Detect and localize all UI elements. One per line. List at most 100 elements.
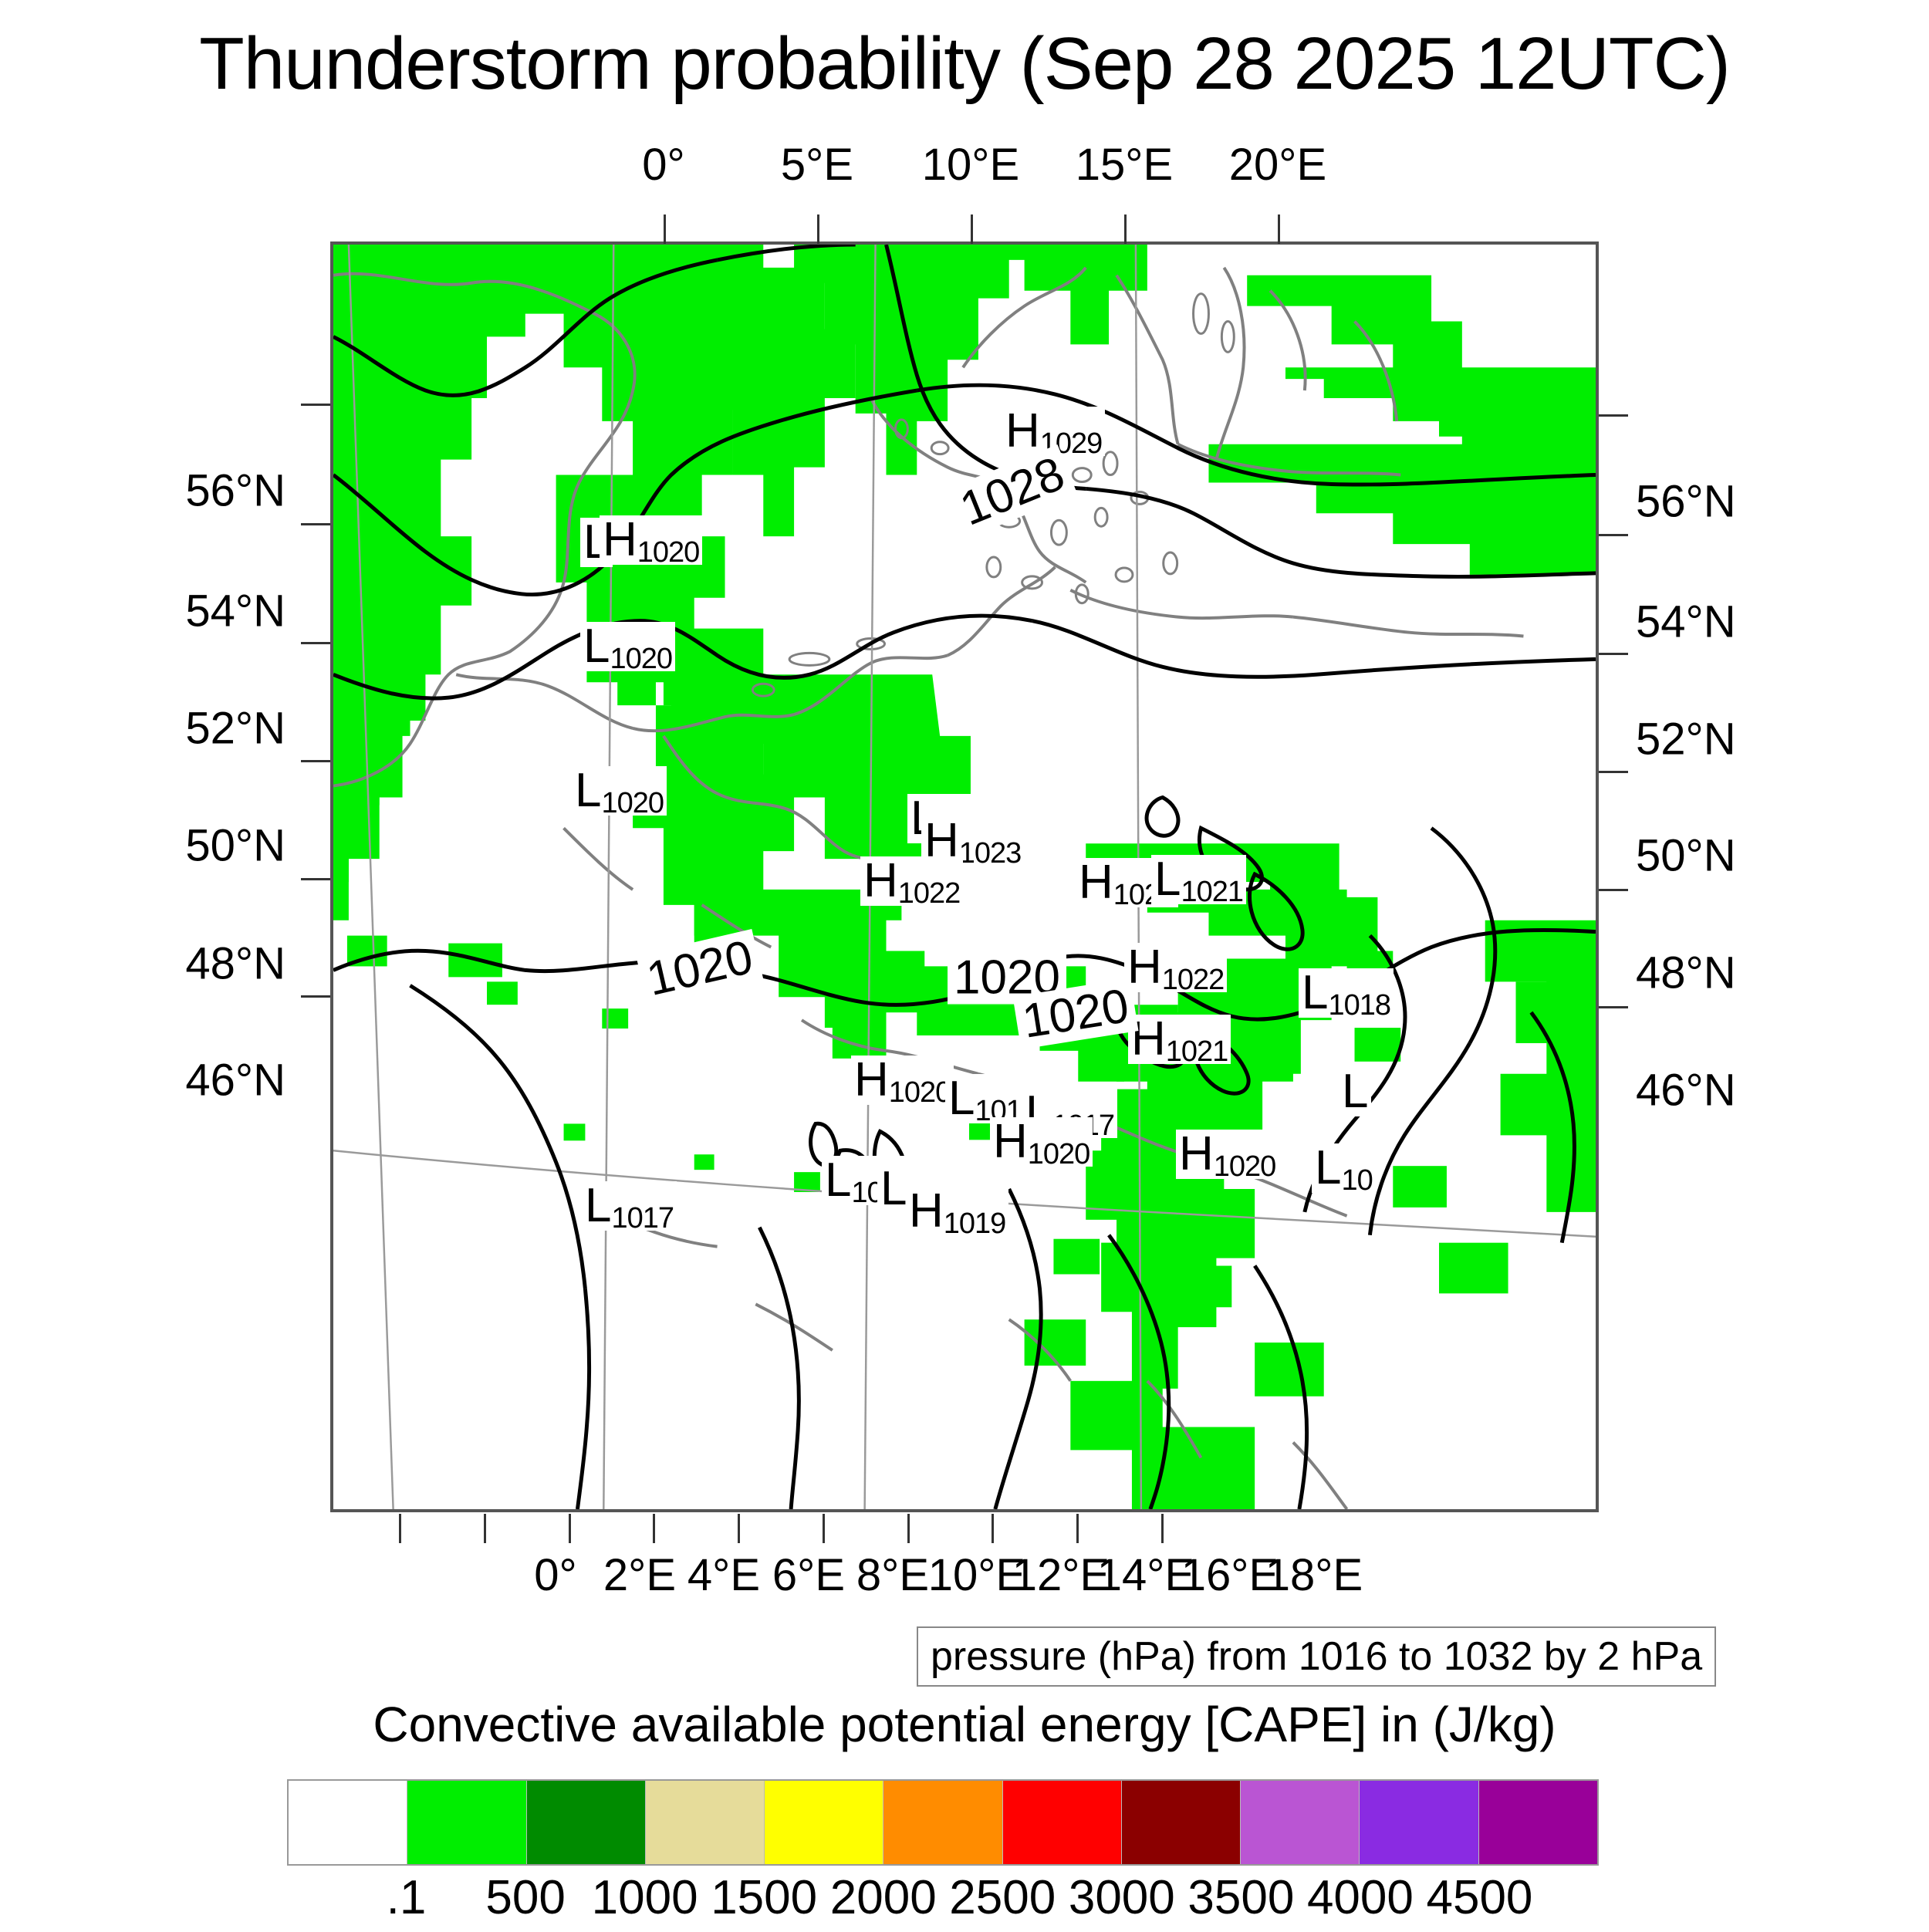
pressure-center-value: 1020	[610, 643, 673, 675]
tick-top	[971, 214, 973, 244]
colorbar-tick-label: 1500	[711, 1871, 818, 1924]
colorbar-tick-label: 500	[485, 1871, 566, 1924]
map-layers	[333, 245, 1596, 1509]
tick-top	[1124, 214, 1127, 244]
tick-bottom	[653, 1514, 655, 1543]
pressure-center-type: H	[993, 1115, 1028, 1168]
colorbar-swatch[interactable]	[1360, 1781, 1479, 1864]
lon-label-top: 10°E	[921, 140, 1020, 190]
pressure-center-type: L	[1342, 1065, 1369, 1118]
colorbar-tick-label: 3000	[1068, 1871, 1175, 1924]
tick-bottom	[738, 1514, 740, 1543]
pressure-center-l: L10	[1312, 1141, 1376, 1195]
colorbar-tick-label: 2500	[949, 1871, 1056, 1924]
colorbar-swatch[interactable]	[645, 1781, 765, 1864]
colorbar-tick-label: 2000	[829, 1871, 937, 1924]
pressure-center-type: H	[1079, 856, 1113, 909]
pressure-center-l: L	[1339, 1065, 1372, 1118]
pressure-center-type: L	[575, 764, 602, 817]
pressure-center-value: 1018	[1328, 989, 1391, 1022]
tick-right	[1599, 771, 1628, 773]
graticule-layer	[333, 245, 1596, 1509]
isobar-layer	[333, 245, 1596, 1509]
colorbar-tick-label: 4500	[1426, 1871, 1533, 1924]
pressure-center-type: H	[603, 513, 637, 566]
page-title: Thunderstorm probability (Sep 28 2025 12…	[199, 22, 1731, 105]
pressure-center-value: 1020	[601, 787, 664, 819]
pressure-center-value: 1019	[943, 1208, 1007, 1240]
lat-label-right: 52°N	[1636, 714, 1736, 765]
colorbar-swatch[interactable]	[1241, 1781, 1360, 1864]
pressure-center-value: 1022	[1161, 964, 1225, 996]
pressure-center-h: H1020	[851, 1056, 954, 1107]
tick-bottom	[484, 1514, 486, 1543]
tick-left	[301, 642, 330, 644]
tick-left	[301, 878, 330, 880]
pressure-center-type: H	[1005, 404, 1040, 458]
pressure-center-value: 1021	[1165, 1035, 1229, 1068]
colorbar-swatch[interactable]	[765, 1781, 884, 1864]
colorbar-swatch[interactable]	[407, 1781, 527, 1864]
pressure-center-l: L1020	[572, 764, 667, 819]
pressure-center-type: H	[863, 854, 898, 907]
lat-label-right: 46°N	[1636, 1065, 1736, 1116]
lon-label-top: 5°E	[780, 140, 854, 190]
pressure-center-l: L1018	[1299, 966, 1394, 1020]
lon-label-bottom: 8°E	[856, 1550, 930, 1600]
lon-label-top: 20°E	[1228, 140, 1327, 190]
pressure-center-type: H	[909, 1184, 944, 1238]
pressure-center-type: L	[583, 620, 610, 673]
lon-label-bottom: 0°	[534, 1550, 577, 1600]
tick-bottom	[569, 1514, 571, 1543]
tick-right	[1599, 889, 1628, 891]
lon-label-top: 0°	[642, 140, 685, 190]
weather-map[interactable]	[330, 242, 1599, 1512]
tick-top	[664, 214, 666, 244]
pressure-center-l: L1017	[582, 1181, 677, 1233]
lon-label-bottom: 6°E	[772, 1550, 846, 1600]
colorbar-swatch[interactable]	[1478, 1781, 1597, 1864]
pressure-center-type: L	[825, 1153, 852, 1207]
tick-bottom	[1076, 1514, 1079, 1543]
pressure-legend: pressure (hPa) from 1016 to 1032 by 2 hP…	[917, 1626, 1717, 1687]
tick-bottom	[399, 1514, 401, 1543]
pressure-center-value: 1020	[888, 1076, 952, 1109]
lon-label-bottom: 10°E	[927, 1550, 1026, 1600]
tick-left	[301, 760, 330, 762]
colorbar-swatch[interactable]	[883, 1781, 1003, 1864]
lon-label-bottom: 14°E	[1096, 1550, 1195, 1600]
colorbar-swatch[interactable]	[1002, 1781, 1122, 1864]
lon-label-top: 15°E	[1075, 140, 1174, 190]
lat-label-right: 48°N	[1636, 947, 1736, 998]
tick-top	[1278, 214, 1280, 244]
pressure-center-h: H1020	[990, 1115, 1093, 1169]
lon-label-bottom: 16°E	[1181, 1550, 1279, 1600]
pressure-center-type: H	[1127, 941, 1162, 994]
pressure-center-type: L	[948, 1072, 975, 1125]
pressure-center-type: L	[1302, 966, 1329, 1019]
colorbar[interactable]	[287, 1779, 1599, 1866]
pressure-center-value: 1020	[1213, 1150, 1277, 1183]
colorbar-tick-label: .1	[386, 1871, 427, 1924]
lat-label-right: 50°N	[1636, 830, 1736, 881]
pressure-center-type: H	[1179, 1127, 1214, 1180]
lat-label-left: 54°N	[185, 586, 285, 637]
colorbar-swatch[interactable]	[1121, 1781, 1242, 1864]
colorbar-title: Convective available potential energy [C…	[373, 1697, 1556, 1752]
tick-left	[301, 523, 330, 525]
colorbar-swatch[interactable]	[526, 1781, 646, 1864]
tick-right	[1599, 653, 1628, 655]
lat-label-left: 46°N	[185, 1055, 285, 1106]
colorbar-tick-label: 4000	[1306, 1871, 1414, 1924]
lat-label-left: 52°N	[185, 703, 285, 754]
pressure-center-type: L	[1315, 1141, 1342, 1194]
tick-left	[301, 995, 330, 998]
colorbar-swatch[interactable]	[289, 1781, 408, 1864]
lat-label-right: 54°N	[1636, 596, 1736, 647]
lon-label-bottom: 12°E	[1012, 1550, 1110, 1600]
pressure-center-value: 10	[1341, 1164, 1373, 1197]
pressure-center-value: 1022	[897, 877, 961, 910]
tick-right	[1599, 1006, 1628, 1008]
pressure-center-value: 1020	[637, 536, 701, 569]
lon-label-bottom: 4°E	[687, 1550, 761, 1600]
